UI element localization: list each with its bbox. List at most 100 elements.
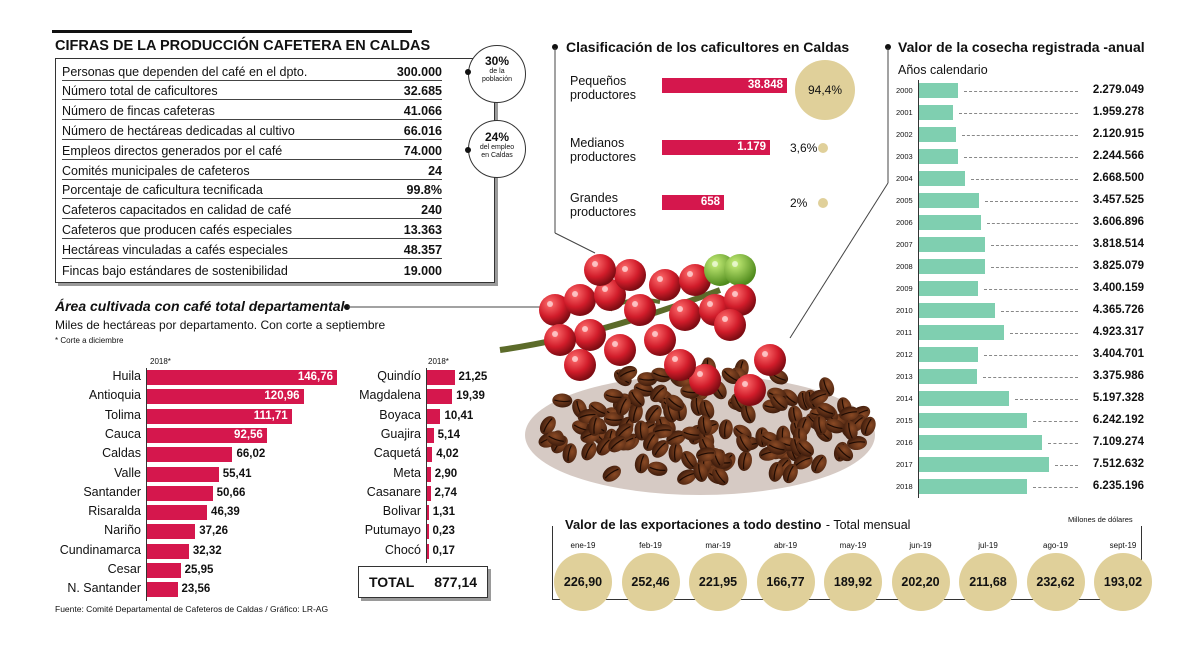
coffee-bean — [712, 467, 729, 486]
export-circle: 211,68 — [959, 553, 1017, 611]
harvest-value: 2.668.500 — [1092, 172, 1144, 184]
class-label-line-1: Pequeños — [570, 74, 627, 88]
harvest-year: 2009 — [896, 284, 913, 293]
area-value: 19,39 — [456, 390, 485, 403]
red-coffee-cherry — [539, 294, 571, 326]
coffee-illustration — [499, 254, 876, 495]
area-chart-title: Área cultivada con café total departamen… — [55, 298, 345, 314]
area-bar — [427, 466, 431, 482]
class-label-line-1: Grandes — [570, 191, 618, 205]
employment-pct: 24% — [484, 130, 510, 144]
area-bar — [147, 505, 208, 521]
area-title-dot — [344, 304, 350, 310]
area-bar — [147, 466, 219, 482]
coffee-bean — [562, 443, 577, 464]
area-subtitle: Miles de hectáreas por departamento. Con… — [55, 318, 386, 332]
cherry-highlight — [657, 276, 663, 282]
harvest-year: 2006 — [896, 218, 913, 227]
red-coffee-cherry — [544, 324, 576, 356]
coffee-bean — [539, 416, 556, 435]
harvest-value: 3.404.701 — [1092, 348, 1144, 360]
export-month: may-19 — [839, 541, 867, 550]
export-month: mar-19 — [705, 541, 731, 550]
area-value: 111,71 — [253, 409, 288, 422]
harvest-guide — [991, 267, 1078, 268]
harvest-bar — [919, 457, 1049, 472]
population-note: 30% de la población — [468, 45, 526, 103]
harvest-year: 2002 — [896, 130, 913, 139]
export-circle: 232,62 — [1026, 553, 1085, 611]
area-year-mark-left: 2018* — [150, 357, 171, 366]
class-label-line-2: productores — [570, 150, 637, 164]
coffee-bean — [740, 403, 756, 424]
harvest-title: Valor de la cosecha registrada -anual — [898, 39, 1145, 55]
coffee-bean — [602, 465, 621, 482]
coffee-bean — [617, 365, 638, 381]
harvest-value: 3.818.514 — [1092, 238, 1144, 250]
harvest-guide — [1010, 333, 1078, 334]
cherry-highlight — [732, 291, 738, 297]
source-note: Fuente: Comité Departamental de Cafetero… — [55, 604, 329, 614]
harvest-bar — [919, 171, 966, 186]
harvest-guide — [1014, 399, 1078, 400]
coffee-bean — [835, 444, 854, 462]
harvest-value: 2.244.566 — [1092, 150, 1144, 162]
harvest-bar — [919, 347, 978, 362]
area-label: N. Santander — [67, 581, 141, 596]
harvest-value: 1.959.278 — [1092, 106, 1144, 118]
stat-row: Empleos directos generados por el café 74… — [62, 140, 442, 160]
coffee-bean — [668, 442, 683, 463]
harvest-year: 2005 — [896, 196, 913, 205]
cherry-highlight — [672, 356, 678, 362]
harvest-title-dot — [885, 44, 891, 50]
stat-label: Fincas bajo estándares de sostenibilidad — [62, 263, 288, 278]
area-label: Magdalena — [359, 388, 421, 403]
stat-row: Número total de caficultores 32.685 — [62, 81, 442, 101]
harvest-guide — [983, 355, 1078, 356]
cherry-highlight — [762, 351, 768, 357]
coffee-bean — [718, 419, 733, 440]
exports-title: Valor de las exportaciones a todo destin… — [565, 517, 822, 532]
coffee-bean — [816, 402, 836, 419]
cherry-highlight — [547, 301, 553, 307]
harvest-bar — [919, 413, 1028, 428]
export-circle: 226,90 — [554, 553, 612, 611]
harvest-value: 3.825.079 — [1092, 260, 1144, 272]
harvest-guide — [971, 179, 1078, 180]
area-label: Casanare — [366, 484, 421, 499]
coffee-bean — [651, 440, 669, 458]
main-title: CIFRAS DE LA PRODUCCIÓN CAFETERA EN CALD… — [55, 38, 431, 54]
harvest-value: 3.457.525 — [1092, 194, 1144, 206]
area-label: Caquetá — [373, 446, 421, 461]
harvest-guide — [984, 201, 1078, 202]
area-bar — [147, 408, 292, 424]
stat-label: Número de fincas cafeteras — [62, 104, 215, 119]
export-circle: 189,92 — [824, 553, 882, 611]
stat-row: Cafeteros que producen cafés especiales 1… — [62, 219, 442, 239]
red-coffee-cherry — [584, 254, 616, 286]
harvest-year: 2004 — [896, 174, 913, 183]
employment-text-2: en Caldas — [481, 152, 513, 159]
coffee-bean — [634, 453, 650, 474]
harvest-guide — [983, 377, 1078, 378]
cherry-highlight — [632, 301, 638, 307]
red-coffee-cherry — [724, 284, 756, 316]
harvest-bar — [919, 435, 1043, 450]
red-coffee-cherry — [614, 259, 646, 291]
cherry-highlight — [687, 271, 693, 277]
area-label: Caldas — [102, 446, 141, 461]
area-value: 55,41 — [222, 467, 252, 480]
export-circle: 221,95 — [689, 553, 747, 611]
class-label: Medianos productores — [570, 136, 636, 164]
stat-label: Cafeteros capacitados en calidad de café — [62, 203, 292, 218]
class-pct-dot — [818, 143, 828, 153]
red-coffee-cherry — [669, 299, 701, 331]
stat-value: 48.357 — [403, 242, 442, 257]
coffee-bean — [697, 415, 712, 436]
area-label: Santander — [83, 484, 141, 499]
harvest-value: 3.375.986 — [1092, 370, 1144, 382]
harvest-bar — [919, 149, 958, 164]
stat-value: 74.000 — [403, 143, 442, 158]
harvest-guide — [987, 223, 1078, 224]
coffee-bean — [546, 431, 566, 447]
